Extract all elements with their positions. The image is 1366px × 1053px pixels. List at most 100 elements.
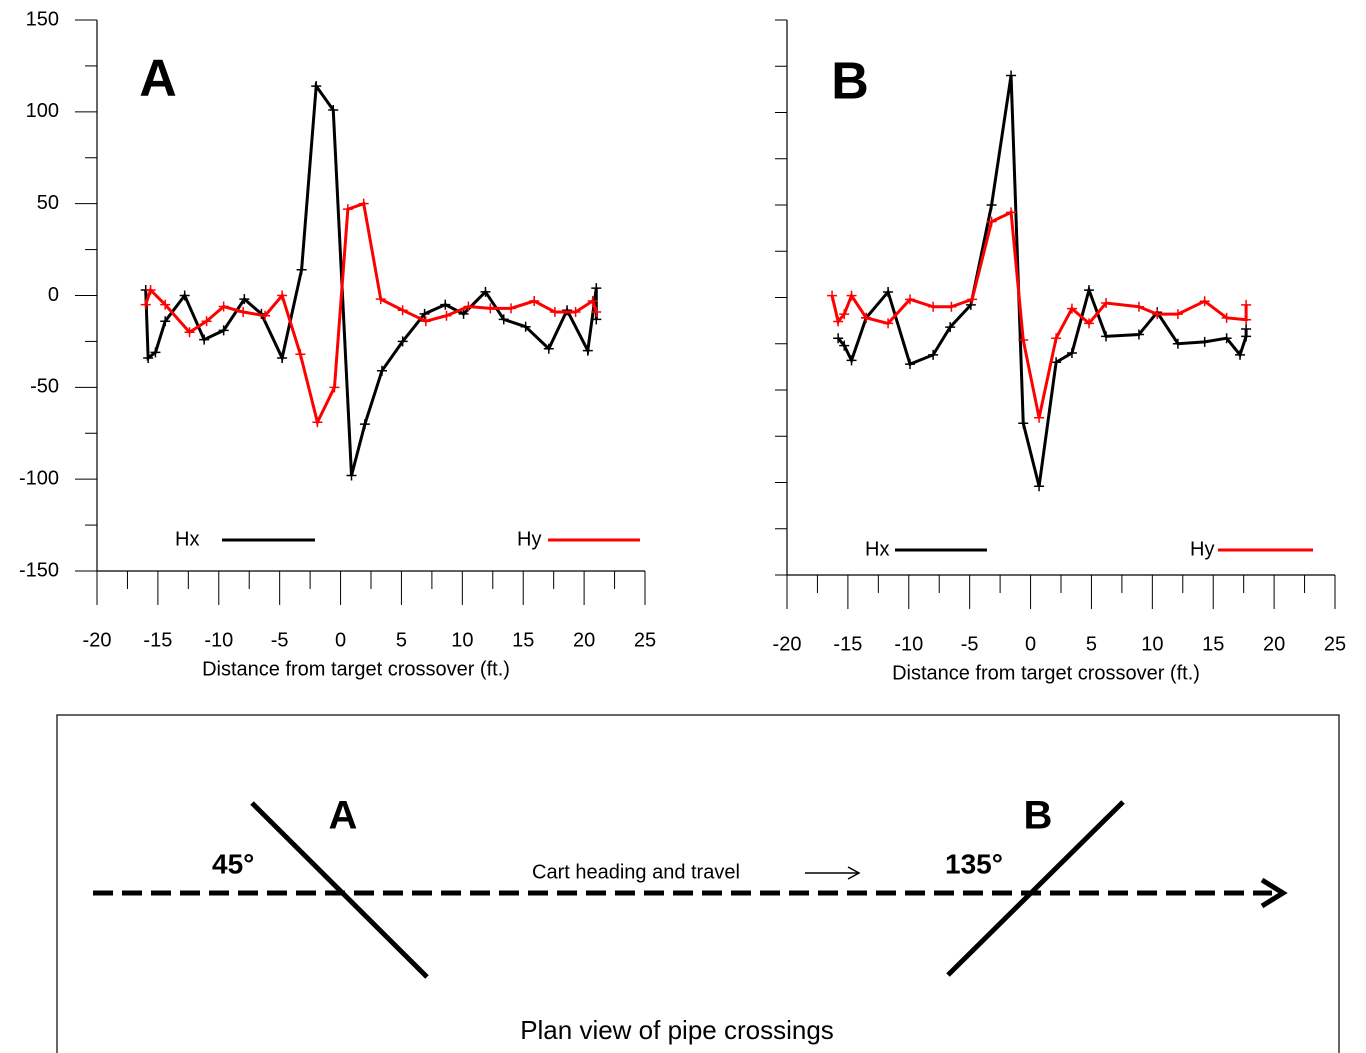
crossing-label: A bbox=[329, 794, 358, 838]
legend-label: Hx bbox=[175, 528, 199, 550]
point-marker bbox=[1241, 299, 1252, 310]
point-marker bbox=[160, 299, 171, 310]
diagram-frame bbox=[56, 714, 1340, 1053]
point-marker bbox=[277, 352, 288, 363]
point-marker bbox=[480, 286, 491, 297]
y-tick-label: 0 bbox=[48, 284, 59, 306]
point-marker bbox=[1018, 418, 1029, 429]
point-marker bbox=[1034, 481, 1045, 492]
point-marker bbox=[1066, 303, 1077, 314]
point-marker bbox=[498, 314, 509, 325]
point-marker bbox=[928, 349, 939, 360]
point-marker bbox=[312, 417, 323, 428]
x-tick-label: 5 bbox=[396, 629, 407, 651]
point-marker bbox=[1172, 309, 1183, 320]
y-tick-label: -50 bbox=[30, 376, 59, 398]
x-tick-label: 20 bbox=[1263, 633, 1285, 655]
point-marker bbox=[358, 198, 369, 209]
x-tick-label: 25 bbox=[634, 629, 656, 651]
point-marker bbox=[946, 301, 957, 312]
point-marker bbox=[520, 321, 531, 332]
point-marker bbox=[570, 307, 581, 318]
point-marker bbox=[506, 303, 517, 314]
x-tick-label: 15 bbox=[1202, 633, 1224, 655]
point-marker bbox=[1018, 335, 1029, 346]
point-marker bbox=[1152, 309, 1163, 320]
point-marker bbox=[140, 299, 151, 310]
x-axis-title: Distance from target crossover (ft.) bbox=[202, 658, 510, 680]
x-tick-label: 0 bbox=[1025, 633, 1036, 655]
point-marker bbox=[296, 264, 307, 275]
point-marker bbox=[839, 309, 850, 320]
point-marker bbox=[145, 284, 156, 295]
point-marker bbox=[376, 365, 387, 376]
diagram-title: Plan view of pipe crossings bbox=[520, 1015, 834, 1045]
point-marker bbox=[160, 316, 171, 327]
point-marker bbox=[904, 359, 915, 370]
point-marker bbox=[463, 301, 474, 312]
point-marker bbox=[928, 301, 939, 312]
point-marker bbox=[967, 294, 978, 305]
travel-label-arrowhead bbox=[847, 866, 861, 880]
point-marker bbox=[1241, 314, 1252, 325]
crossing-label: B bbox=[1024, 794, 1053, 838]
point-marker bbox=[184, 327, 195, 338]
point-marker bbox=[1221, 312, 1232, 323]
point-marker bbox=[419, 308, 430, 319]
point-marker bbox=[1101, 298, 1112, 309]
x-tick-label: 0 bbox=[335, 629, 346, 651]
point-marker bbox=[359, 419, 370, 430]
point-marker bbox=[833, 333, 844, 344]
point-marker bbox=[1133, 301, 1144, 312]
point-marker bbox=[199, 334, 210, 345]
point-marker bbox=[846, 355, 857, 366]
point-marker bbox=[1034, 412, 1045, 423]
x-axis-title: Distance from target crossover (ft.) bbox=[892, 662, 1200, 684]
point-marker bbox=[179, 290, 190, 301]
y-tick-label: -100 bbox=[19, 467, 59, 489]
data-line bbox=[144, 81, 598, 476]
data-line bbox=[836, 75, 1248, 487]
point-marker bbox=[346, 470, 357, 481]
point-marker bbox=[1084, 285, 1095, 296]
x-tick-label: -10 bbox=[204, 629, 233, 651]
x-tick-label: 5 bbox=[1086, 633, 1097, 655]
point-marker bbox=[1006, 207, 1017, 218]
point-marker bbox=[986, 216, 997, 227]
y-tick-label: 150 bbox=[26, 8, 59, 30]
x-tick-label: 10 bbox=[451, 629, 473, 651]
pipe-b bbox=[946, 800, 1125, 977]
crossing-angle: 135° bbox=[945, 848, 1003, 879]
point-marker bbox=[904, 294, 915, 305]
point-marker bbox=[397, 305, 408, 316]
point-marker bbox=[582, 345, 593, 356]
x-tick-label: -5 bbox=[961, 633, 979, 655]
point-marker bbox=[549, 307, 560, 318]
point-marker bbox=[1199, 336, 1210, 347]
point-marker bbox=[1199, 296, 1210, 307]
x-tick-label: -5 bbox=[271, 629, 289, 651]
point-marker bbox=[1172, 338, 1183, 349]
point-marker bbox=[965, 299, 976, 310]
point-marker bbox=[1051, 357, 1062, 368]
travel-arrowhead bbox=[1260, 877, 1288, 909]
x-tick-label: 15 bbox=[512, 629, 534, 651]
point-marker bbox=[562, 305, 573, 316]
point-marker bbox=[295, 349, 306, 360]
point-marker bbox=[329, 382, 340, 393]
point-marker bbox=[883, 286, 894, 297]
point-marker bbox=[440, 299, 451, 310]
point-marker bbox=[587, 296, 598, 307]
x-tick-label: 10 bbox=[1141, 633, 1163, 655]
point-marker bbox=[986, 200, 997, 210]
point-marker bbox=[861, 312, 872, 323]
point-marker bbox=[277, 290, 288, 301]
point-marker bbox=[143, 352, 154, 363]
point-marker bbox=[311, 81, 322, 92]
x-tick-label: -20 bbox=[83, 629, 112, 651]
point-marker bbox=[150, 347, 161, 358]
point-marker bbox=[883, 318, 894, 329]
point-marker bbox=[1084, 318, 1095, 329]
crossing-angle: 45° bbox=[212, 848, 254, 879]
